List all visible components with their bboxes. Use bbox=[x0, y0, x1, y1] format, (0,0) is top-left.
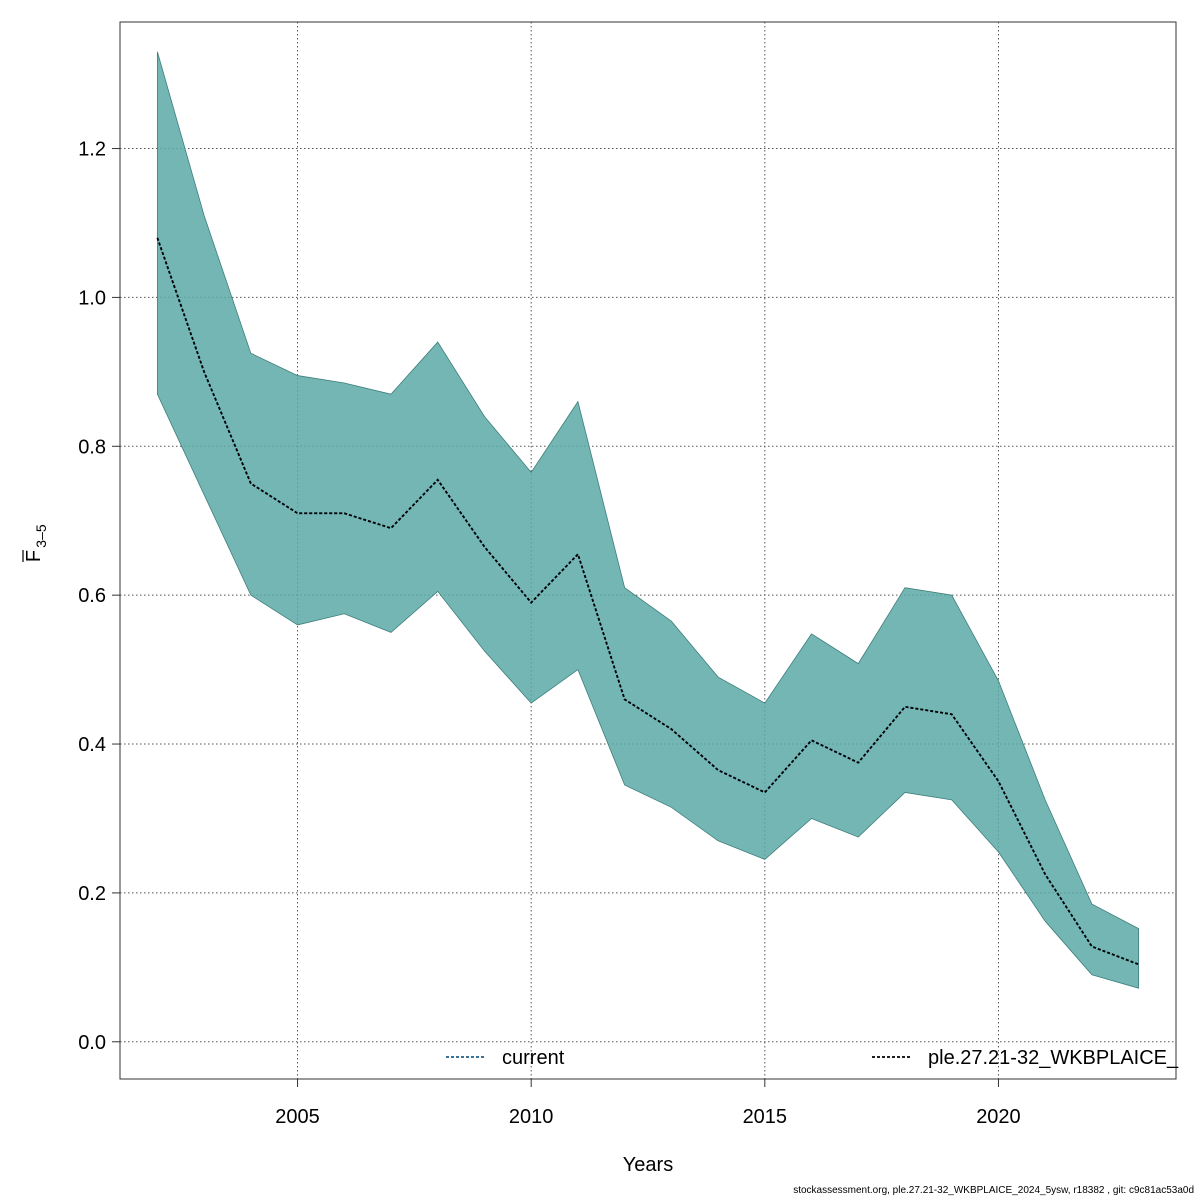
y-tick-label: 0.8 bbox=[78, 436, 106, 458]
footer-caption: stockassessment.org, ple.27.21-32_WKBPLA… bbox=[793, 1185, 1194, 1196]
series-line bbox=[156, 237, 1139, 966]
x-tick-label: 2015 bbox=[743, 1106, 788, 1128]
confidence-band-layer bbox=[156, 51, 1140, 989]
legend-label: ple.27.21-32_WKBPLAICE_ bbox=[928, 1047, 1179, 1069]
y-tick-label: 0.4 bbox=[78, 734, 106, 756]
y-tick-label: 0.2 bbox=[78, 883, 106, 905]
y-tick-label: 1.0 bbox=[78, 287, 106, 309]
legend-label: current bbox=[502, 1047, 565, 1069]
confidence-band bbox=[156, 51, 1140, 989]
x-tick-label: 2010 bbox=[509, 1106, 554, 1128]
x-tick-label: 2005 bbox=[275, 1106, 320, 1128]
series-lines-layer bbox=[156, 237, 1139, 966]
plot-frame bbox=[119, 21, 1177, 1080]
x-tick-label: 2020 bbox=[976, 1106, 1021, 1128]
y-axis-label-main: F bbox=[23, 550, 45, 562]
y-tick-label: 0.6 bbox=[78, 585, 106, 607]
legend: current ple.27.21-32_WKBPLAICE_ bbox=[446, 1047, 1179, 1069]
y-axis-label: F 3–5 bbox=[22, 524, 49, 562]
axes: 2005 2010 2015 2020 0.0 0.2 0.4 0.6 0.8 1.0 1.2 bbox=[78, 139, 1021, 1128]
grid-lines bbox=[120, 22, 1176, 1079]
y-tick-label: 0.0 bbox=[78, 1032, 106, 1054]
y-tick-label: 1.2 bbox=[78, 139, 106, 161]
y-axis-label-subscript: 3–5 bbox=[33, 524, 49, 548]
x-axis-label: Years bbox=[623, 1154, 673, 1176]
